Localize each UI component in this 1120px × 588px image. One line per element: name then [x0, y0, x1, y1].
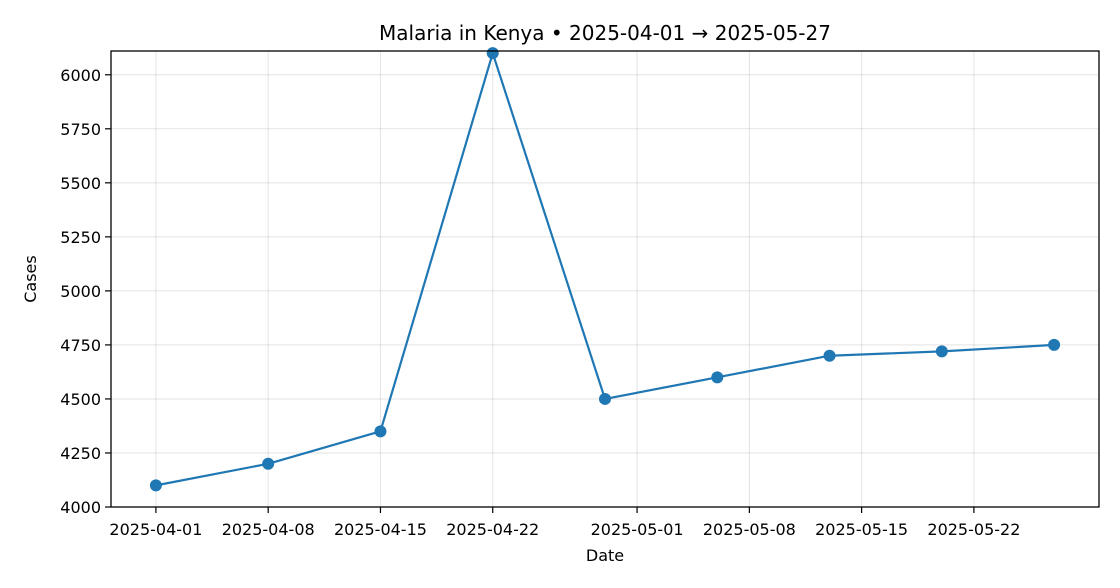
y-tick-label: 4000 — [60, 498, 101, 517]
x-tick-label: 2025-04-22 — [446, 520, 539, 539]
grid — [111, 51, 1099, 508]
data-point — [262, 457, 275, 470]
x-axis-label: Date — [586, 546, 624, 565]
data-point — [486, 47, 499, 60]
x-tick-label: 2025-04-08 — [222, 520, 315, 539]
data-point — [374, 425, 387, 438]
y-tick-label: 4750 — [60, 336, 101, 355]
y-axis-label: Cases — [21, 255, 40, 303]
y-tick-label: 6000 — [60, 66, 101, 85]
series-layer — [149, 47, 1061, 492]
y-tick-label: 5500 — [60, 174, 101, 193]
y-tick-label: 4250 — [60, 444, 101, 463]
data-point — [711, 371, 724, 384]
data-point — [149, 479, 162, 492]
x-tick-label: 2025-05-08 — [703, 520, 796, 539]
data-point — [1048, 338, 1061, 351]
y-tick-label: 5750 — [60, 120, 101, 139]
x-tick-label: 2025-04-01 — [109, 520, 202, 539]
data-point — [935, 345, 948, 358]
axis-ticks: 4000 4250 4500 4750 5000 5250 5500 5750 6000 2025… — [60, 66, 1020, 539]
x-tick-label: 2025-05-15 — [815, 520, 908, 539]
x-tick-label: 2025-05-01 — [591, 520, 684, 539]
chart-title: Malaria in Kenya • 2025-04-01 → 2025-05-… — [379, 21, 831, 45]
plot-frame — [110, 50, 1100, 508]
data-point — [599, 392, 611, 405]
y-tick-label: 5000 — [60, 282, 101, 301]
x-tick-label: 2025-05-22 — [927, 520, 1020, 539]
data-point — [823, 349, 836, 362]
y-tick-label: 5250 — [60, 228, 101, 247]
y-tick-label: 4500 — [60, 390, 101, 409]
x-tick-label: 2025-04-15 — [334, 520, 427, 539]
